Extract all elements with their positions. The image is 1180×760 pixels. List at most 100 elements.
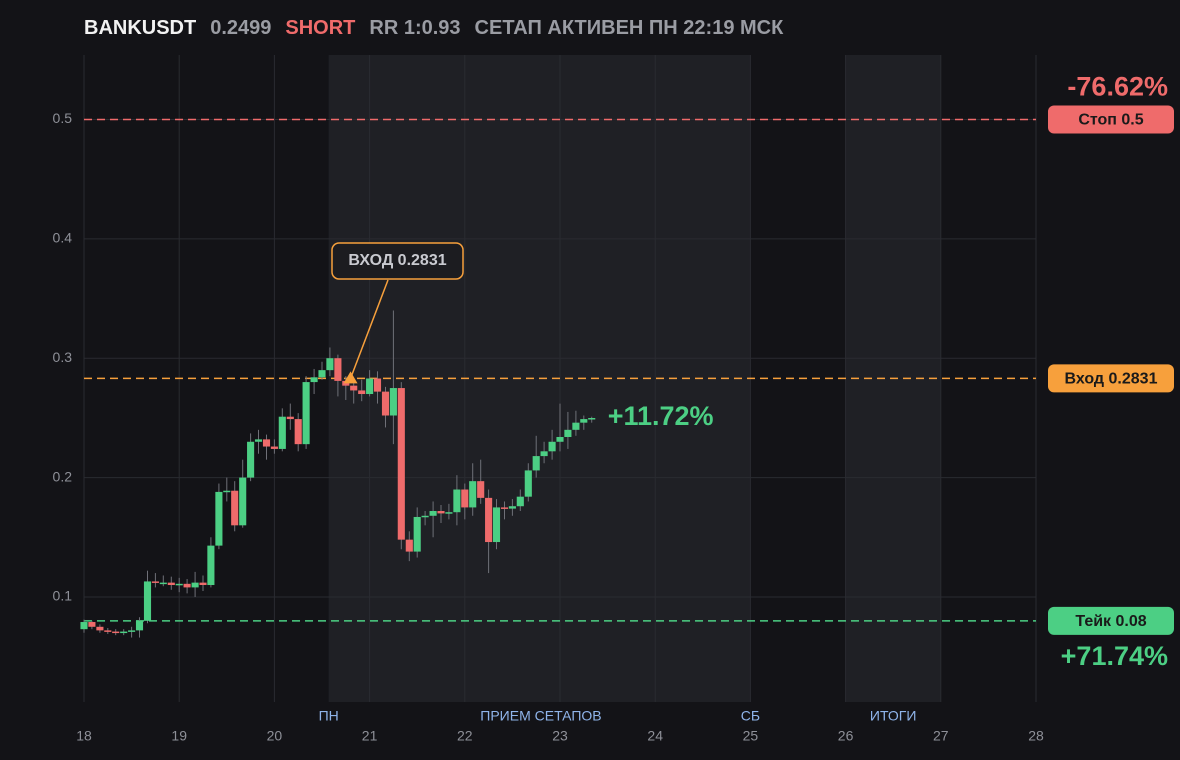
candle-body (405, 539, 413, 552)
entry-marker (343, 371, 358, 384)
rr: RR 1:0.93 (369, 17, 461, 39)
candle-body (231, 490, 239, 526)
candle-body (239, 477, 247, 526)
level-pct: +71.74% (1061, 641, 1168, 671)
session-label: ИТОГИ (870, 708, 917, 724)
x-tick-label: 26 (838, 728, 854, 744)
session-label: ПН (319, 708, 339, 724)
y-tick-label: 0.5 (53, 110, 73, 126)
candle-body (381, 391, 390, 416)
x-tick-label: 23 (552, 728, 568, 744)
candle-body (524, 470, 532, 497)
candle-body (247, 441, 255, 478)
candle-body (120, 631, 128, 634)
candle-body (310, 377, 318, 383)
candle-body (397, 388, 405, 540)
candle-body (135, 620, 144, 631)
candle-body (437, 511, 445, 514)
entry-label: ВХОД 0.2831 (348, 252, 446, 269)
candle-body (429, 511, 437, 516)
candle-body (477, 481, 485, 498)
y-tick-label: 0.2 (53, 468, 73, 484)
candle-body (334, 358, 342, 381)
side: SHORT (285, 17, 356, 39)
candle-body (508, 506, 516, 509)
candle-body (366, 378, 374, 395)
candle-body (223, 490, 231, 493)
candle-body (302, 382, 310, 445)
candle-body (485, 497, 493, 543)
level-badge (1048, 364, 1174, 393)
candle-body (445, 512, 453, 514)
current-change: +11.72% (608, 401, 714, 431)
candle-body (80, 622, 88, 630)
level-label: Вход 0.2831 (1065, 371, 1158, 388)
candle-body (532, 456, 540, 471)
candle-body (270, 446, 278, 449)
x-tick-label: 20 (267, 728, 283, 744)
y-tick-label: 0.1 (53, 588, 73, 604)
y-tick-label: 0.3 (53, 349, 73, 365)
symbol: BANKUSDT (84, 17, 197, 39)
candle-body (516, 496, 524, 507)
candle-body (580, 419, 588, 423)
candle-body (286, 416, 294, 420)
candle-body (96, 626, 104, 631)
candle-body (326, 358, 334, 371)
candle-body (588, 418, 596, 420)
session-label: СБ (741, 708, 760, 724)
x-tick-label: 22 (457, 728, 473, 744)
candle-body (88, 622, 96, 627)
candle-body (207, 545, 215, 586)
status: СЕТАП АКТИВЕН ПН 22:19 МСК (474, 17, 784, 39)
candle-body (112, 631, 120, 634)
candle-body (278, 416, 286, 449)
level-label: Стоп 0.5 (1078, 112, 1143, 129)
entry-pointer (349, 279, 389, 379)
x-tick-label: 19 (171, 728, 187, 744)
x-tick-label: 21 (362, 728, 378, 744)
candle-body (461, 489, 469, 508)
candle-body (143, 581, 152, 621)
x-tick-label: 28 (1028, 728, 1044, 744)
candle-body (318, 370, 326, 378)
candle-body (254, 439, 263, 442)
level-label: Тейк 0.08 (1075, 613, 1146, 630)
candle-body (373, 378, 382, 392)
session-label: ПРИЕМ СЕТАПОВ (480, 708, 601, 724)
candle-body (492, 507, 501, 543)
candle-body (199, 582, 207, 586)
candle-body (159, 582, 167, 585)
candle-body (500, 507, 509, 509)
level-pct: -76.62% (1067, 72, 1168, 102)
candle-body (453, 489, 461, 513)
candle-body (151, 581, 159, 583)
candle-body (564, 429, 572, 437)
candle-body (469, 481, 477, 508)
candle-body (215, 491, 223, 546)
candle-body (104, 630, 112, 632)
y-tick-label: 0.4 (53, 230, 73, 246)
candle-body (294, 419, 302, 445)
candle-body (413, 516, 421, 552)
x-tick-label: 25 (743, 728, 759, 744)
candle-body (556, 436, 564, 442)
candle-body (389, 388, 397, 416)
header: BANKUSDT 0.2499 SHORT RR 1:0.93 СЕТАП АК… (84, 16, 783, 40)
candle-body (128, 630, 136, 632)
x-tick-label: 24 (647, 728, 663, 744)
candle-body (167, 582, 175, 586)
candle-body (175, 583, 183, 586)
candle-body (191, 582, 199, 588)
level-badge (1048, 105, 1174, 134)
candle-body (540, 451, 548, 457)
level-badge (1048, 606, 1174, 635)
candle-body (358, 390, 366, 395)
candle-body (183, 583, 191, 588)
candle-body (262, 439, 271, 447)
candle-body (572, 422, 580, 430)
x-tick-label: 27 (933, 728, 949, 744)
price: 0.2499 (210, 17, 272, 39)
